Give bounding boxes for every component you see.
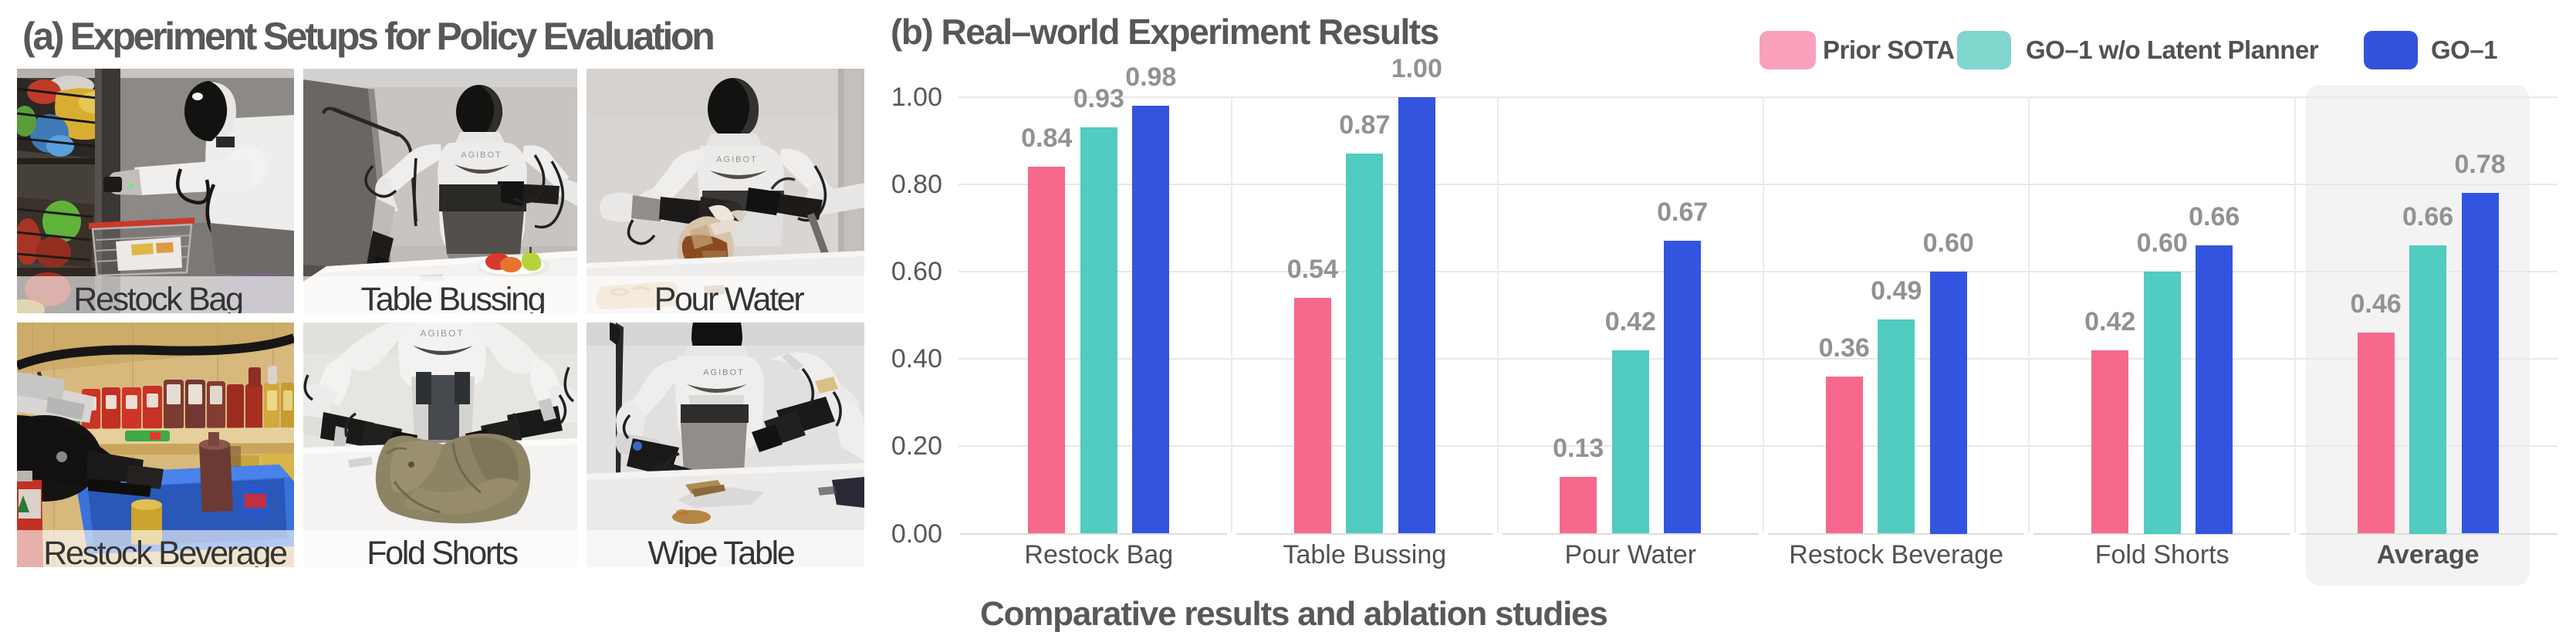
svg-text:AGIBOT: AGIBOT <box>461 150 502 160</box>
svg-text:AGIBOT: AGIBOT <box>420 328 464 339</box>
svg-text:AGIBOT: AGIBOT <box>703 368 745 377</box>
svg-text:AGIBOT: AGIBOT <box>716 155 758 164</box>
